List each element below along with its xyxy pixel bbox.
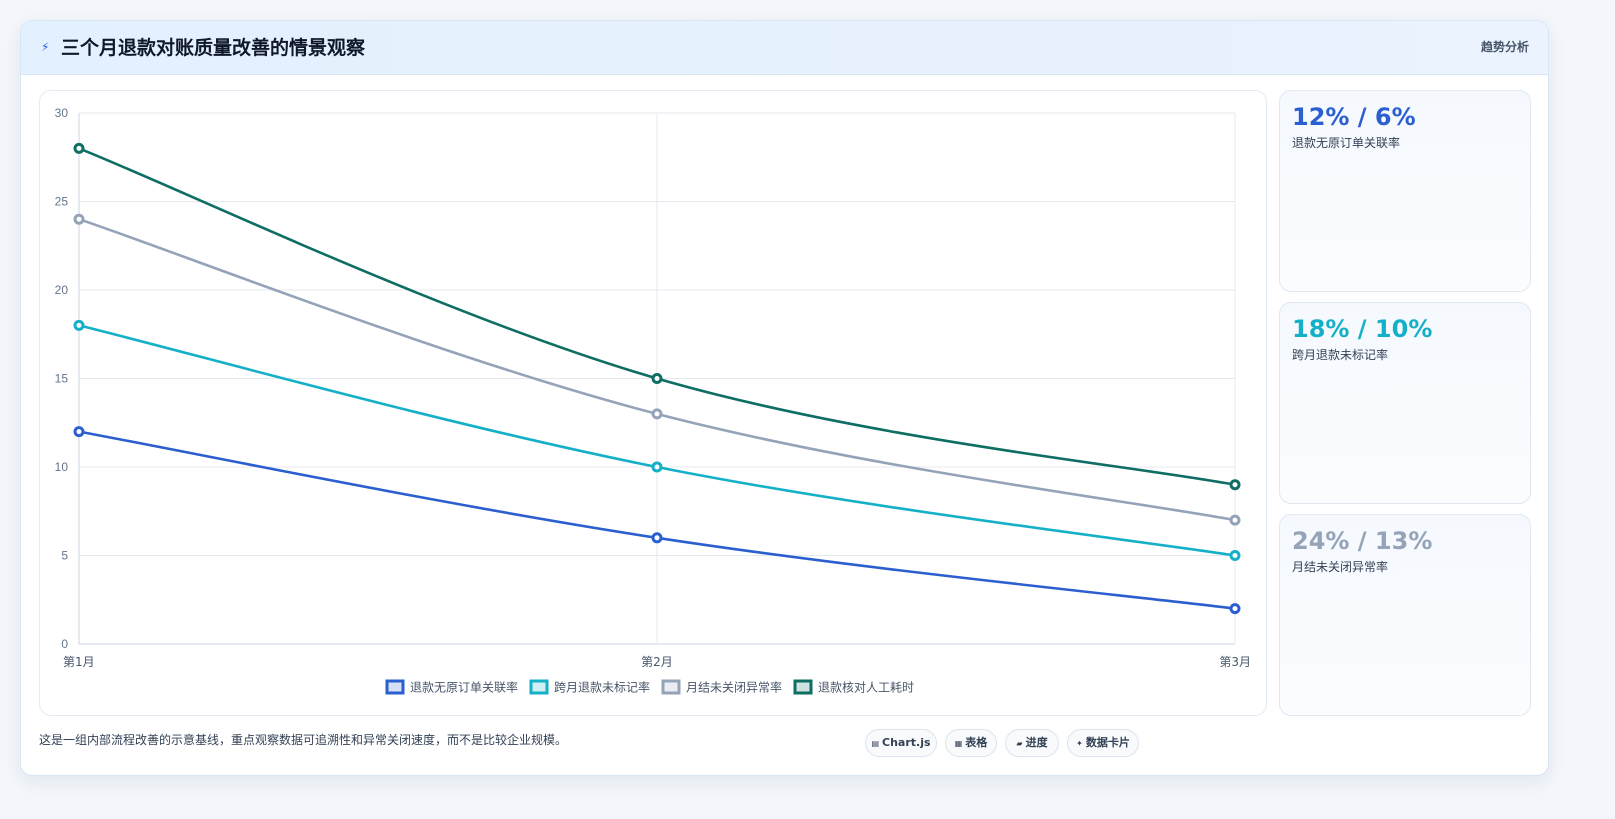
y-tick-label: 20 bbox=[55, 283, 69, 297]
chip-chartjs[interactable]: ▤ Chart.js bbox=[865, 729, 937, 757]
chip-progress[interactable]: ▰ 进度 bbox=[1005, 729, 1059, 757]
legend-label: 月结未关闭异常率 bbox=[686, 680, 782, 695]
data-point bbox=[651, 532, 663, 544]
y-tick-label: 0 bbox=[61, 637, 68, 651]
kpi-card-3: 24% / 13% 月结未关闭异常率 bbox=[1279, 514, 1531, 716]
legend-swatch bbox=[793, 679, 813, 695]
data-point bbox=[651, 373, 663, 384]
card-header: ⚡ 三个月退款对账质量改善的情景观察 趋势分析 bbox=[21, 21, 1548, 75]
dashboard-card: ⚡ 三个月退款对账质量改善的情景观察 趋势分析 0 5 10 15 20 25 30 第1月 第… bbox=[20, 20, 1549, 776]
kpi-card-2: 18% / 10% 跨月退款未标记率 bbox=[1279, 302, 1531, 504]
data-point bbox=[1229, 479, 1241, 491]
kpi-label: 退款无原订单关联率 bbox=[1292, 136, 1401, 150]
x-tick-label: 第1月 bbox=[63, 655, 95, 669]
data-point bbox=[651, 461, 663, 473]
table-icon: ▦ bbox=[954, 739, 963, 748]
data-point bbox=[73, 142, 85, 154]
y-tick-label: 10 bbox=[55, 460, 69, 474]
y-tick-label: 25 bbox=[55, 195, 69, 209]
legend-label: 退款无原订单关联率 bbox=[410, 680, 518, 695]
data-point bbox=[1229, 514, 1241, 526]
chip-label: 数据卡片 bbox=[1085, 736, 1130, 749]
chip-label: 表格 bbox=[965, 736, 988, 749]
legend-swatch bbox=[661, 679, 681, 695]
chip-label: Chart.js bbox=[882, 736, 931, 749]
data-point bbox=[1229, 550, 1241, 561]
data-point bbox=[651, 408, 663, 420]
kpi-value: 24% / 13% bbox=[1292, 527, 1433, 555]
kpi-card-1: 12% / 6% 退款无原订单关联率 bbox=[1279, 90, 1531, 292]
chart-icon: ▤ bbox=[871, 739, 880, 748]
trend-analysis-tag[interactable]: 趋势分析 bbox=[1480, 40, 1529, 54]
chip-label: 进度 bbox=[1025, 736, 1048, 749]
y-tick-label: 5 bbox=[61, 549, 68, 563]
sparkle-icon: ✦ bbox=[1076, 739, 1083, 748]
lightning-icon: ⚡ bbox=[41, 40, 50, 54]
progress-icon: ▰ bbox=[1016, 739, 1023, 748]
y-tick-label: 15 bbox=[55, 372, 69, 386]
kpi-label: 跨月退款未标记率 bbox=[1292, 348, 1389, 362]
legend-label: 跨月退款未标记率 bbox=[554, 680, 650, 695]
y-tick-label: 30 bbox=[55, 106, 69, 120]
legend-swatch bbox=[385, 679, 405, 695]
data-point bbox=[73, 426, 85, 438]
chart-panel: 0 5 10 15 20 25 30 第1月 第2月 第3月退款无原订单关联率 跨月退款未标记率 月结… bbox=[39, 90, 1267, 716]
legend-swatch bbox=[529, 679, 549, 695]
data-point bbox=[1229, 603, 1241, 615]
kpi-label: 月结未关闭异常率 bbox=[1292, 560, 1389, 574]
legend-label: 退款核对人工耗时 bbox=[818, 681, 914, 695]
x-tick-label: 第3月 bbox=[1219, 655, 1251, 669]
chip-data-card[interactable]: ✦ 数据卡片 bbox=[1067, 729, 1139, 757]
kpi-value: 18% / 10% bbox=[1292, 315, 1433, 343]
chip-table[interactable]: ▦ 表格 bbox=[945, 729, 997, 757]
data-point bbox=[73, 319, 85, 331]
page-title: 三个月退款对账质量改善的情景观察 bbox=[61, 37, 366, 59]
x-tick-label: 第2月 bbox=[641, 655, 673, 669]
kpi-value: 12% / 6% bbox=[1292, 103, 1416, 131]
data-point bbox=[73, 213, 85, 225]
footnote: 这是一组内部流程改善的示意基线，重点观察数据可追溯性和异常关闭速度，而不是比较企… bbox=[39, 733, 568, 747]
